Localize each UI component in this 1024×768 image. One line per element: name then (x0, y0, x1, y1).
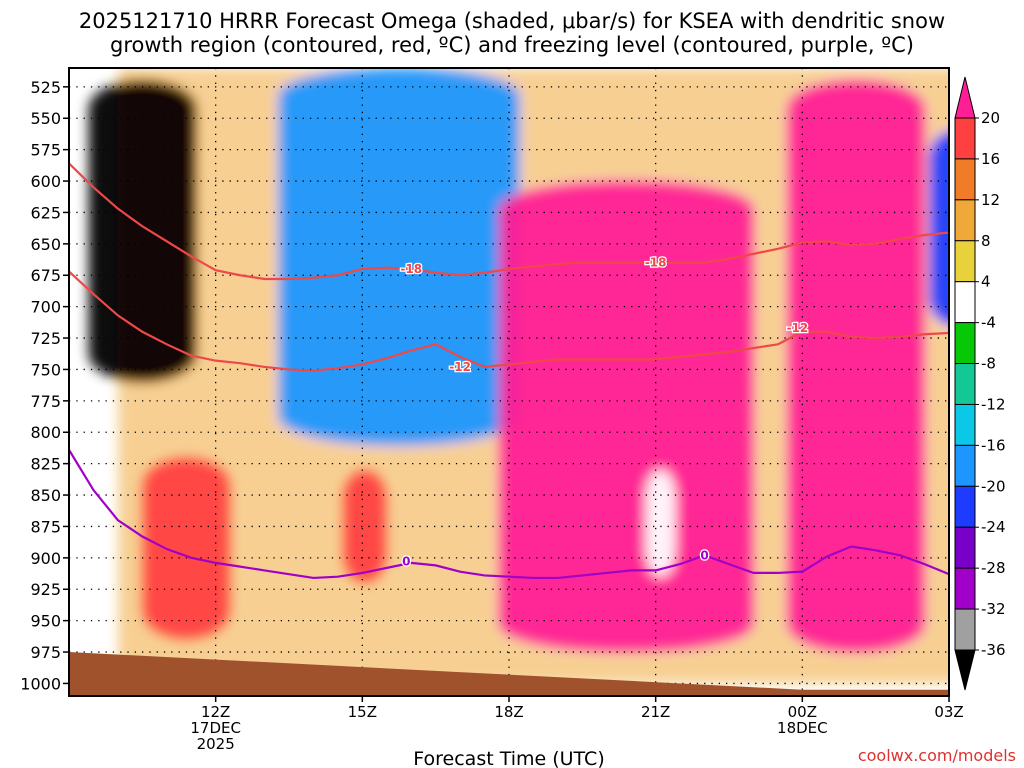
y-tick-label: 525 (30, 78, 61, 97)
y-tick-label: 750 (30, 360, 61, 379)
colorbar: 20 16 12 8 4 -4 -8 -12 -16 -20 -24 -28 -32 -36 (954, 76, 1006, 691)
y-tick-label: 675 (30, 266, 61, 285)
x-tick-label: 17DEC (190, 719, 241, 737)
colorbar-label: 4 (981, 273, 991, 291)
omega-region-rise-midmorning (279, 68, 519, 445)
x-tick-label: 2025 (197, 735, 235, 753)
credit-text[interactable]: coolwx.com/models (858, 746, 1016, 765)
colorbar-label: 16 (981, 150, 1000, 168)
y-tick-label: 700 (30, 298, 61, 317)
contour-0 (69, 449, 949, 580)
colorbar-segment (954, 444, 976, 487)
omega-region-strong-sink-afternoon (499, 181, 754, 653)
y-tick-label: 925 (30, 580, 61, 599)
omega-region-sink-lowlevel-15z (342, 469, 387, 583)
contour-label: -12 (787, 321, 809, 335)
y-tick-label: 550 (30, 109, 61, 128)
colorbar-label: -4 (981, 314, 996, 332)
y-tick-label: 625 (30, 203, 61, 222)
contour-label: 0 (700, 548, 708, 562)
chart-title-line1: 2025121710 HRRR Forecast Omega (shaded, … (79, 9, 945, 33)
y-axis: 525 550 575 600 625 650 675 700 725 750 775 800 825 8… (20, 78, 69, 693)
colorbar-segment (954, 199, 976, 242)
colorbar-label: -36 (981, 641, 1006, 659)
colorbar-segment (954, 158, 976, 201)
contour-label: 0 (402, 555, 410, 569)
y-tick-label: 1000 (20, 674, 61, 693)
omega-shading (88, 68, 949, 684)
colorbar-segment (954, 608, 976, 651)
colorbar-label: -32 (981, 600, 1006, 618)
colorbar-label: -12 (981, 395, 1006, 413)
terrain-layer (69, 652, 949, 696)
colorbar-segment (954, 363, 976, 405)
y-tick-label: 950 (30, 612, 61, 631)
y-tick-label: 575 (30, 141, 61, 160)
y-tick-label: 875 (30, 517, 61, 536)
colorbar-segment (954, 567, 976, 610)
colorbar-label: 8 (981, 232, 991, 250)
x-tick-label: 00Z (788, 703, 817, 721)
omega-region-strong-sink-evening (787, 80, 925, 653)
x-tick-label: 18DEC (777, 719, 828, 737)
omega-field-layer (88, 68, 949, 684)
x-tick-label: 03Z (934, 703, 963, 721)
x-tick-label: 12Z (201, 703, 230, 721)
y-tick-label: 825 (30, 455, 61, 474)
colorbar-segment (954, 526, 976, 569)
y-tick-label: 650 (30, 235, 61, 254)
colorbar-label: -28 (981, 559, 1006, 577)
x-tick-label: 18Z (494, 703, 523, 721)
omega-region-strong-rise-morning (88, 80, 197, 382)
contour-label: -18 (400, 262, 422, 276)
colorbar-segment (954, 281, 976, 324)
contour-label: -12 (449, 360, 471, 374)
x-tick-label: 21Z (641, 703, 670, 721)
colorbar-segment (954, 240, 976, 283)
colorbar-label: -16 (981, 436, 1006, 454)
colorbar-segment (954, 485, 976, 528)
y-tick-label: 600 (30, 172, 61, 191)
chart-title-line2: growth region (contoured, red, ºC) and f… (110, 33, 914, 57)
contour-layer: -18 -18 -12 -12 0 0 (69, 162, 949, 580)
colorbar-label: -8 (981, 355, 996, 373)
colorbar-segment (954, 322, 976, 365)
y-tick-label: 800 (30, 423, 61, 442)
grid-layer (69, 68, 949, 696)
y-tick-label: 725 (30, 329, 61, 348)
x-tick-label: 15Z (348, 703, 377, 721)
contour--18 (69, 162, 949, 281)
y-tick-label: 900 (30, 549, 61, 568)
colorbar-bottom-arrow (954, 649, 976, 691)
y-tick-label: 775 (30, 392, 61, 411)
y-tick-label: 850 (30, 486, 61, 505)
omega-region-sink-lowlevel-morning (142, 457, 231, 640)
x-axis-label: Forecast Time (UTC) (413, 748, 604, 768)
contour--12 (69, 270, 949, 372)
colorbar-label: 12 (981, 191, 1000, 209)
colorbar-segment (954, 117, 976, 160)
terrain-ground (69, 652, 949, 696)
colorbar-segment (954, 403, 976, 446)
contour-label: -18 (645, 256, 667, 270)
colorbar-top-arrow (954, 76, 976, 119)
colorbar-label: -24 (981, 518, 1006, 536)
colorbar-label: 20 (981, 109, 1000, 127)
omega-region-rise-pocket-03z (929, 131, 949, 325)
omega-region-weak-pocket-21z (645, 469, 676, 577)
y-tick-label: 975 (30, 643, 61, 662)
colorbar-label: -20 (981, 477, 1006, 495)
